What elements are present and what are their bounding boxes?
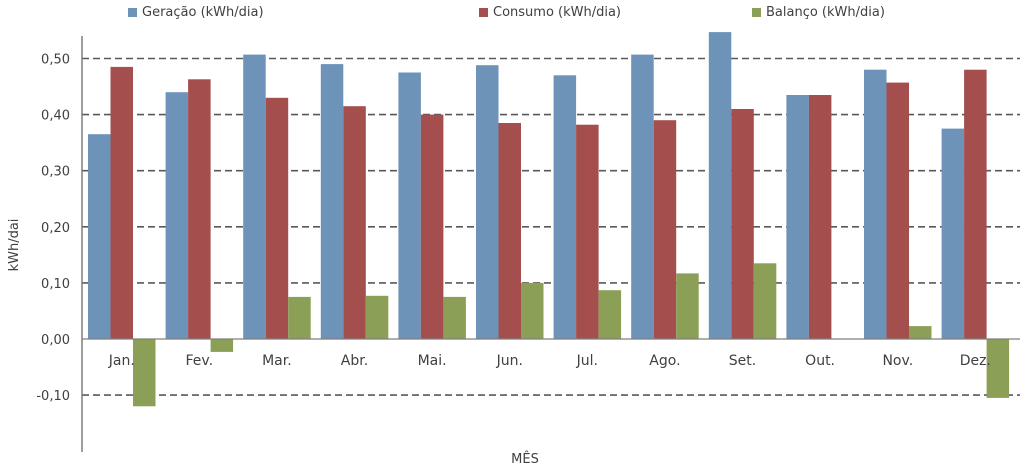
x-tick-labels: Jan. Fev. Mar. Abr. Mai. Jun. Jul. Ago. Set. Out.… <box>108 353 991 369</box>
x-tick-label: Nov. <box>882 353 913 369</box>
bar-balanco <box>986 339 1010 398</box>
bar-balanco <box>521 282 544 339</box>
bar-geracao <box>165 92 189 339</box>
x-tick-label: Mar. <box>262 353 292 369</box>
bar-consumo <box>964 69 987 339</box>
bar-geracao <box>88 134 111 339</box>
x-tick-label: Jul. <box>576 353 598 369</box>
bars <box>82 32 1020 407</box>
legend-item-geracao: Geração (kWh/dia) <box>128 3 264 21</box>
x-tick-label: Abr. <box>341 353 368 369</box>
bar-geracao <box>320 64 344 339</box>
y-tick-label: 0,20 <box>41 221 70 236</box>
bar-geracao <box>786 95 809 339</box>
bar-balanco <box>753 263 777 339</box>
bar-consumo <box>731 109 754 339</box>
bar-balanco <box>443 296 466 339</box>
legend-swatch-consumo <box>479 7 488 17</box>
x-tick-label: Mai. <box>418 353 447 369</box>
bar-geracao <box>476 65 499 339</box>
bar-balanco <box>909 326 932 339</box>
x-tick-label: Dez. <box>960 353 991 369</box>
x-axis-label: MÊS <box>511 451 539 467</box>
bar-consumo <box>188 79 211 340</box>
bar-geracao <box>708 32 732 339</box>
bar-geracao <box>864 69 887 339</box>
x-tick-label: Jan. <box>108 353 135 369</box>
bar-balanco <box>365 295 389 339</box>
x-tick-label: Fev. <box>186 353 214 369</box>
x-tick-label: Jun. <box>496 353 523 369</box>
legend-item-balanco: Balanço (kWh/dia) <box>752 3 885 21</box>
bar-consumo <box>265 97 289 339</box>
bar-geracao <box>243 54 266 339</box>
y-tick-label: 0,40 <box>41 109 70 124</box>
bar-consumo <box>343 106 366 339</box>
y-axis-label: kWh/dai <box>7 219 22 272</box>
bar-balanco <box>210 339 234 352</box>
legend-swatch-balanco <box>752 7 761 17</box>
bar-consumo <box>886 82 909 339</box>
grid-lines <box>82 57 1020 396</box>
bar-consumo <box>576 124 599 339</box>
x-tick-label: Ago. <box>649 353 680 369</box>
y-tick-label: -0,10 <box>36 389 70 404</box>
bar-geracao <box>631 54 654 339</box>
bar-consumo <box>110 66 133 340</box>
bar-consumo <box>653 120 677 339</box>
bar-consumo <box>808 95 832 339</box>
bar-geracao <box>941 128 965 339</box>
bar-geracao <box>553 75 577 340</box>
legend-item-consumo: Consumo (kWh/dia) <box>479 3 621 21</box>
bar-consumo <box>498 123 521 339</box>
bar-balanco <box>598 290 622 339</box>
x-tick-label: Out. <box>805 353 835 369</box>
legend-label-consumo: Consumo (kWh/dia) <box>493 4 622 20</box>
bar-balanco <box>133 339 156 407</box>
y-tick-label: 0,10 <box>41 277 70 292</box>
y-tick-label: 0,00 <box>41 333 70 348</box>
y-tick-labels: 0,50 0,40 0,30 0,20 0,10 0,00 -0,10 <box>36 53 70 405</box>
y-tick-label: 0,30 <box>41 165 70 180</box>
bar-balanco <box>288 296 311 339</box>
x-tick-label: Set. <box>729 353 756 369</box>
legend-swatch-geracao <box>128 7 137 17</box>
legend-label-balanco: Balanço (kWh/dia) <box>766 4 885 20</box>
bar-consumo <box>420 114 444 339</box>
bar-geracao <box>398 72 421 339</box>
bar-balanco <box>676 273 699 339</box>
legend-label-geracao: Geração (kWh/dia) <box>142 4 264 20</box>
y-tick-label: 0,50 <box>41 53 70 68</box>
